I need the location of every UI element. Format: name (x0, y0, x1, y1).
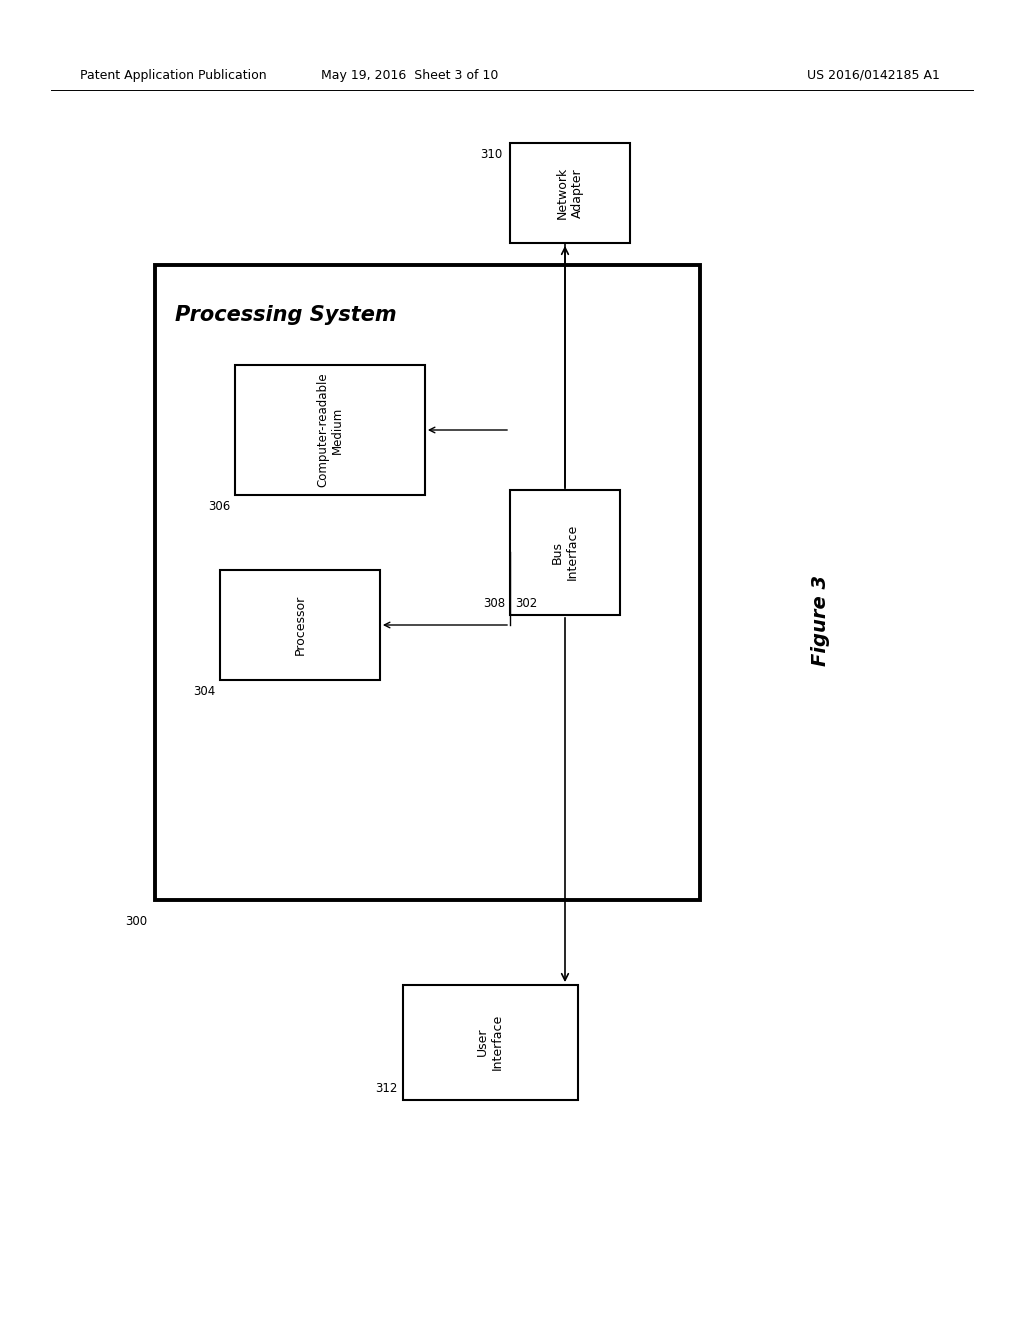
Text: Patent Application Publication: Patent Application Publication (80, 69, 266, 82)
Bar (155, 265, 700, 900)
Text: US 2016/0142185 A1: US 2016/0142185 A1 (807, 69, 940, 82)
Bar (234, 366, 425, 495)
Bar (220, 570, 380, 680)
Text: Processing System: Processing System (175, 305, 396, 325)
Text: Figure 3: Figure 3 (811, 574, 829, 665)
Text: 306: 306 (208, 500, 230, 513)
Text: 302: 302 (515, 597, 538, 610)
Text: 310: 310 (480, 148, 502, 161)
Text: May 19, 2016  Sheet 3 of 10: May 19, 2016 Sheet 3 of 10 (322, 69, 499, 82)
Bar (510, 490, 620, 615)
Bar (403, 985, 578, 1100)
Text: Computer-readable
Medium: Computer-readable Medium (316, 372, 344, 487)
Text: Bus
Interface: Bus Interface (551, 524, 579, 579)
Text: 308: 308 (483, 597, 505, 610)
Text: 312: 312 (376, 1082, 398, 1096)
Text: Processor: Processor (294, 595, 306, 655)
Text: User
Interface: User Interface (476, 1014, 504, 1071)
Text: Network
Adapter: Network Adapter (556, 166, 584, 219)
Bar (510, 143, 630, 243)
Text: 300: 300 (125, 915, 147, 928)
Text: 304: 304 (193, 685, 215, 698)
